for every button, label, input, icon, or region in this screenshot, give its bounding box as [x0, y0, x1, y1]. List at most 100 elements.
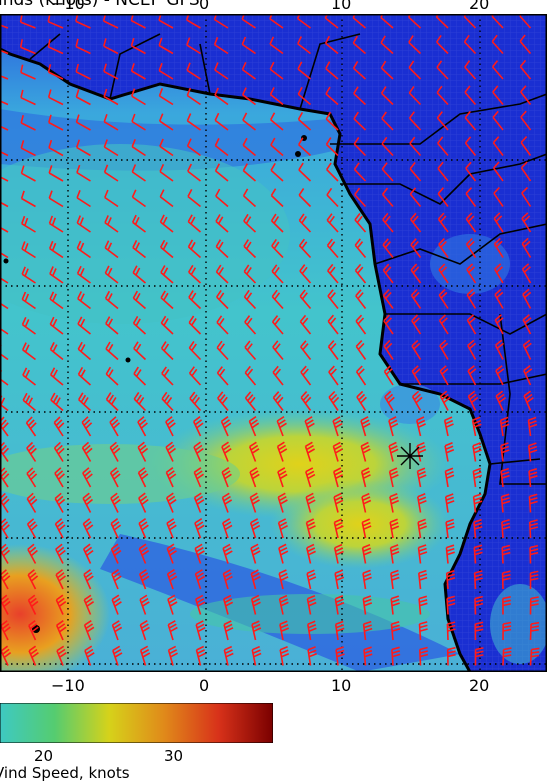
colorbar-tick-label: 20: [34, 747, 53, 765]
wind-barb: [352, 35, 367, 55]
wind-barb: [500, 442, 510, 462]
wind-barb: [105, 392, 119, 412]
wind-barb: [306, 543, 316, 564]
wind-barb: [380, 14, 394, 29]
wind-barb: [472, 493, 483, 513]
wind-barb: [47, 38, 64, 55]
top-lon-tick-label: 0: [199, 0, 210, 13]
wind-barb: [26, 518, 38, 539]
wind-barb: [160, 341, 174, 361]
wind-barb: [194, 543, 205, 564]
wind-barb: [419, 646, 429, 666]
top-lon-tick-label: 20: [469, 0, 490, 13]
wind-barb: [138, 569, 150, 590]
wind-barb: [48, 215, 64, 233]
wind-barb: [0, 518, 10, 539]
wind-barb: [444, 493, 455, 513]
wind-barb: [0, 594, 11, 615]
wind-barb: [304, 416, 315, 437]
wind-barb: [133, 391, 147, 412]
wind-barb: [103, 38, 119, 55]
wind-barb: [519, 34, 532, 55]
wind-barb: [529, 596, 539, 615]
wind-barb: [48, 190, 64, 208]
wind-barb: [104, 290, 119, 310]
wind-barb: [360, 416, 371, 437]
wind-barb: [192, 416, 204, 437]
wind-barb: [297, 112, 312, 131]
wind-barb: [437, 161, 449, 182]
wind-barb: [22, 392, 37, 412]
wind-barb: [446, 621, 456, 641]
wind-barb: [389, 518, 400, 539]
wind-barb: [50, 392, 64, 412]
wind-barb: [194, 569, 206, 590]
wind-barb: [327, 289, 339, 309]
wind-barb: [188, 315, 202, 335]
wind-barb: [75, 63, 91, 80]
bottom-lon-tick-label: 20: [469, 676, 490, 695]
wind-barb: [418, 569, 428, 590]
wind-barb: [0, 543, 11, 564]
wind-barb: [439, 365, 449, 386]
wind-barb: [165, 467, 177, 488]
wind-barb: [215, 188, 229, 208]
wind-barb: [334, 569, 345, 590]
wind-barb: [464, 60, 477, 80]
wind-barb: [248, 441, 260, 462]
wind-barb: [354, 187, 367, 208]
wind-barb: [269, 112, 284, 131]
wind-barb: [242, 137, 257, 157]
wind-barb: [244, 391, 257, 411]
wind-barb: [410, 263, 422, 284]
wind-barb: [19, 39, 36, 55]
wind-barb: [473, 544, 483, 564]
wind-barb: [360, 441, 371, 462]
wind-barb: [501, 544, 511, 564]
wind-barb: [167, 594, 178, 615]
wind-barb: [417, 493, 427, 513]
wind-barb: [305, 518, 316, 539]
wind-barb: [109, 416, 121, 437]
land-texture: [0, 14, 547, 672]
wind-barb: [272, 365, 284, 386]
wind-barb: [270, 188, 284, 208]
wind-barb: [187, 239, 202, 259]
wind-barb: [501, 570, 511, 590]
wind-barb: [529, 570, 539, 589]
island: [3, 258, 9, 264]
wind-barb: [21, 316, 36, 335]
wind-barb: [472, 442, 482, 462]
wind-barb: [520, 161, 532, 182]
wind-barb: [436, 85, 449, 106]
wind-barb: [325, 111, 339, 131]
wind-barb: [49, 266, 64, 284]
wind-barb: [502, 621, 512, 641]
wind-barb: [221, 441, 232, 462]
wind-barb: [278, 543, 289, 564]
wind-barb: [132, 315, 147, 335]
wind-barb: [437, 212, 449, 233]
wind-barb: [362, 620, 373, 641]
wind-barb: [270, 137, 284, 157]
wind-barb: [418, 621, 428, 641]
wind-barb: [216, 340, 229, 361]
wind-barb: [241, 61, 256, 80]
wind-barb: [250, 543, 261, 564]
wind-barb: [465, 187, 477, 207]
wind-barb: [354, 213, 367, 233]
wind-barb: [528, 468, 538, 488]
wind-barb: [298, 162, 312, 182]
wind-barb: [214, 163, 229, 182]
wind-barb: [474, 647, 484, 666]
wind-barb: [528, 442, 538, 462]
wind-barb: [111, 620, 123, 641]
wind-barb: [241, 87, 256, 106]
wind-barb: [0, 620, 11, 641]
wind-barb: [133, 341, 147, 361]
wind-barb: [47, 64, 64, 80]
wind-barb: [216, 289, 229, 310]
wind-barb: [464, 110, 477, 131]
wind-barb: [410, 288, 422, 309]
wind-barb: [82, 492, 94, 513]
